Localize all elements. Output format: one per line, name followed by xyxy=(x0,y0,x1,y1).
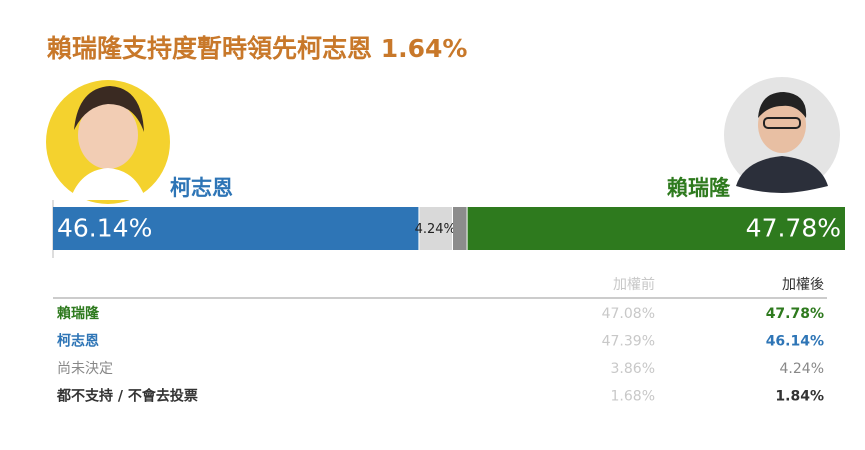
value-label: 46.14% xyxy=(57,214,152,243)
value-label: 47.78% xyxy=(746,214,841,243)
row-label: 都不支持 / 不會去投票 xyxy=(56,388,198,405)
after-value: 46.14% xyxy=(766,334,824,350)
before-value: 3.86% xyxy=(611,361,655,377)
row-label: 柯志恩 xyxy=(57,333,99,350)
bar-segment xyxy=(467,207,845,250)
photo-left xyxy=(46,80,170,204)
before-value: 47.39% xyxy=(602,334,655,350)
table-header: 加權前 xyxy=(613,276,655,293)
bar-segment xyxy=(419,207,453,250)
row-label: 尚未決定 xyxy=(57,361,113,377)
bar-segment xyxy=(453,207,467,250)
before-value: 47.08% xyxy=(602,306,655,322)
value-label: 4.24% xyxy=(415,222,456,237)
bar-segment xyxy=(53,207,419,250)
table-header: 加權後 xyxy=(782,277,824,293)
after-value: 4.24% xyxy=(780,361,824,377)
series-name: 賴瑞隆 xyxy=(667,176,731,200)
before-value: 1.68% xyxy=(611,389,655,405)
row-label: 賴瑞隆 xyxy=(57,305,100,322)
after-value: 47.78% xyxy=(766,306,824,322)
photo-right xyxy=(724,77,840,193)
chart-title: 賴瑞隆支持度暫時領先柯志恩 1.64% xyxy=(47,34,467,63)
after-value: 1.84% xyxy=(775,389,824,405)
series-name: 柯志恩 xyxy=(170,176,233,200)
